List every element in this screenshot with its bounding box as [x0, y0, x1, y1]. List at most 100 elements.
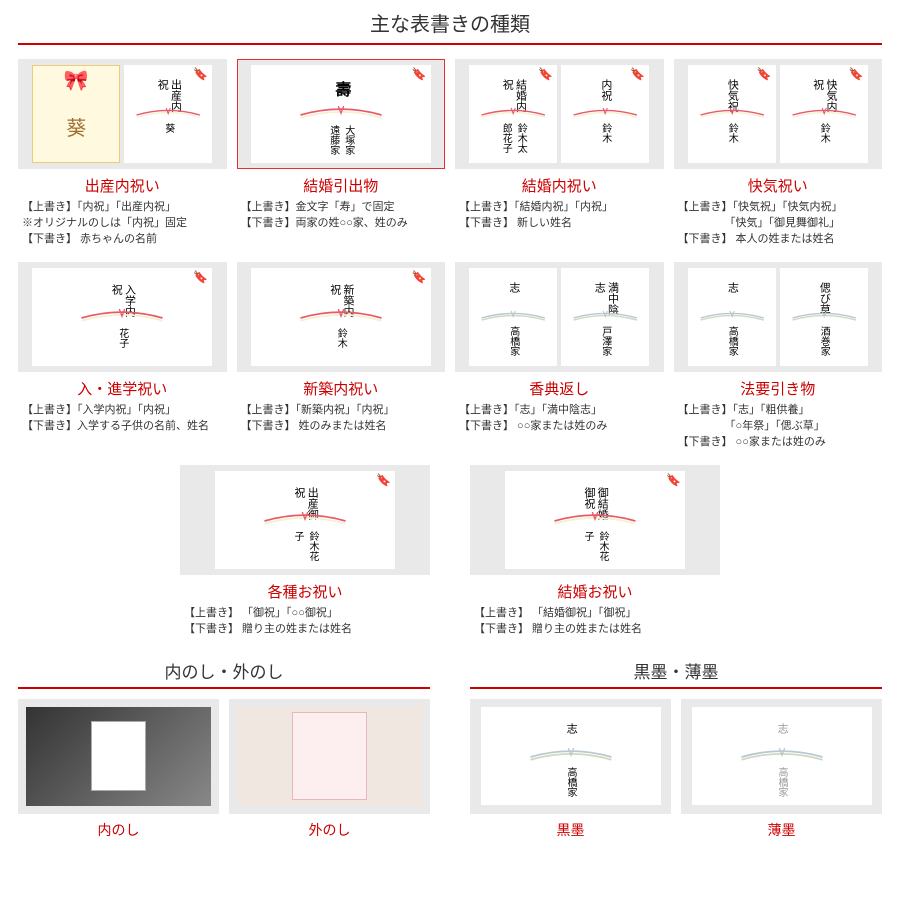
noshi-card-image: 🔖 出産内祝 葵 [18, 59, 227, 169]
noshi-bottom-text: 高橋家 [774, 767, 789, 803]
noshi-card-image: 🔖 新築内祝 鈴木 [237, 262, 446, 372]
noshi-bottom-text: 鈴木花子 [580, 531, 610, 567]
sumi-title: 黒墨・薄墨 [470, 652, 882, 687]
uchi-soto-section: 内のし・外のし 内のし 外のし [18, 652, 430, 840]
noshi-card-title: 各種お祝い [180, 581, 430, 602]
card-desc-line: 【下書き】 新しい姓名 [459, 216, 660, 232]
noshi-card: 志 高橋家 満中陰志 戸澤家 香典返し 【上書き】「志」「満中陰志」【下書き】 … [455, 262, 664, 451]
noshi-card-desc: 【上書き】「志」「満中陰志」【下書き】 ○○家または姓のみ [455, 403, 664, 435]
noshi-top-text: 壽 [331, 81, 350, 119]
noshi-card-image: 🔖 結婚内祝 鈴木太郎花子 🔖 内祝 鈴木 [455, 59, 664, 169]
noshi-top-text: 志 [775, 723, 788, 761]
sumi-label: 黒墨 [470, 820, 671, 840]
noshi-card-desc: 【上書き】「新築内祝」「内祝」【下書き】 姓のみまたは姓名 [237, 403, 446, 435]
noshi-bottom-text: 鈴木 [333, 328, 348, 364]
card-desc-line: 【上書き】金文字「寿」で固定 [241, 200, 442, 216]
main-title: 主な表書きの種類 [0, 0, 900, 43]
soto-noshi-item: 外のし [229, 699, 430, 840]
bottom-sections: 内のし・外のし 内のし 外のし 黒墨・薄墨 志 [0, 652, 900, 850]
noshi-card-desc: 【上書き】「快気祝」「快気内祝」 「快気」「御見舞御礼」【下書き】 本人の姓また… [674, 200, 883, 248]
noshi-ornament-icon: 🔖 [849, 67, 864, 81]
noshi-preview: 🔖 出産御祝 鈴木花子 [215, 471, 395, 569]
noshi-card-title: 出産内祝い [18, 175, 227, 196]
noshi-row-2: 🔖 入学内祝 花子 入・進学祝い 【上書き】「入学内祝」「内祝」【下書き】入学す… [0, 262, 900, 451]
noshi-bottom-text: 酒巻家 [816, 326, 831, 362]
noshi-top-text: 結婚内祝 [500, 79, 526, 117]
noshi-bottom-text: 鈴木 [598, 123, 613, 159]
noshi-bottom-text: 鈴木 [724, 123, 739, 159]
sumi-preview: 志 高橋家 [470, 699, 671, 814]
noshi-card: 🔖 出産内祝 葵 出産内祝い 【上書き】「内祝」「出産内祝」※オリジナルのしは「… [18, 59, 227, 248]
noshi-bottom-text: 鈴木 [816, 123, 831, 159]
noshi-bottom-text: 高橋家 [724, 326, 739, 362]
uchi-noshi-photo [18, 699, 219, 814]
noshi-card-image: 🔖 入学内祝 花子 [18, 262, 227, 372]
noshi-bottom-text: 花子 [115, 328, 130, 364]
noshi-card-title: 結婚引出物 [237, 175, 446, 196]
divider [18, 43, 882, 45]
noshi-card-title: 結婚内祝い [455, 175, 664, 196]
card-desc-line: 【上書き】「快気祝」「快気内祝」 [678, 200, 879, 216]
noshi-special-preview [32, 65, 120, 163]
noshi-preview: 🔖 快気内祝 鈴木 [780, 65, 868, 163]
noshi-top-text: 偲び草 [817, 282, 830, 320]
noshi-preview: 🔖 新築内祝 鈴木 [251, 268, 431, 366]
noshi-preview: 🔖 出産内祝 葵 [124, 65, 212, 163]
noshi-card-desc: 【上書き】「入学内祝」「内祝」【下書き】入学する子供の名前、姓名 [18, 403, 227, 435]
noshi-preview: 🔖 快気祝 鈴木 [688, 65, 776, 163]
card-desc-line: 【上書き】 「御祝」「○○御祝」 [184, 606, 426, 622]
noshi-bottom-text: 葵 [161, 123, 176, 159]
noshi-row-1: 🔖 出産内祝 葵 出産内祝い 【上書き】「内祝」「出産内祝」※オリジナルのしは「… [0, 59, 900, 248]
noshi-bottom-text: 戸澤家 [598, 326, 613, 362]
noshi-preview: 🔖 入学内祝 花子 [32, 268, 212, 366]
noshi-row-3: 🔖 出産御祝 鈴木花子 各種お祝い 【上書き】 「御祝」「○○御祝」【下書き】 … [0, 465, 900, 638]
noshi-top-text: 新築内祝 [328, 284, 354, 322]
card-desc-line: 【下書き】 贈り主の姓または姓名 [184, 622, 426, 638]
noshi-top-text: 出産御祝 [292, 487, 318, 525]
noshi-card: 🔖 結婚内祝 鈴木太郎花子 🔖 内祝 鈴木 結婚内祝い 【上書き】「結婚内祝」「… [455, 59, 664, 248]
noshi-ornament-icon: 🔖 [538, 67, 553, 81]
noshi-preview: 志 高橋家 [692, 707, 872, 805]
card-desc-line: 【上書き】「結婚内祝」「内祝」 [459, 200, 660, 216]
noshi-preview: 偲び草 酒巻家 [780, 268, 868, 366]
noshi-bottom-text: 高橋家 [563, 767, 578, 803]
noshi-card-desc: 【上書き】「志」「粗供養」 「○年祭」「偲ぶ草」【下書き】 ○○家または姓のみ [674, 403, 883, 451]
noshi-ornament-icon: 🔖 [630, 67, 645, 81]
noshi-top-text: 快気内祝 [811, 79, 837, 117]
card-desc-line: 【上書き】「入学内祝」「内祝」 [22, 403, 223, 419]
noshi-top-text: 入学内祝 [109, 284, 135, 322]
noshi-card: 🔖 入学内祝 花子 入・進学祝い 【上書き】「入学内祝」「内祝」【下書き】入学す… [18, 262, 227, 451]
sumi-label: 薄墨 [681, 820, 882, 840]
card-desc-line: 【下書き】 ○○家または姓のみ [678, 435, 879, 451]
noshi-top-text: 御結婚御祝 [582, 487, 608, 525]
noshi-card: 🔖 新築内祝 鈴木 新築内祝い 【上書き】「新築内祝」「内祝」【下書き】 姓のみ… [237, 262, 446, 451]
soto-noshi-label: 外のし [229, 820, 430, 840]
card-desc-line: 「快気」「御見舞御礼」 [678, 216, 879, 232]
card-desc-line: 【下書き】 姓のみまたは姓名 [241, 419, 442, 435]
noshi-card: 志 高橋家 偲び草 酒巻家 法要引き物 【上書き】「志」「粗供養」 「○年祭」「… [674, 262, 883, 451]
noshi-card: 🔖 御結婚御祝 鈴木花子 結婚お祝い 【上書き】 「結婚御祝」「御祝」【下書き】… [470, 465, 720, 638]
noshi-card-desc: 【上書き】 「結婚御祝」「御祝」【下書き】 贈り主の姓または姓名 [470, 606, 720, 638]
uchi-noshi-label: 内のし [18, 820, 219, 840]
noshi-ornament-icon: 🔖 [412, 67, 427, 81]
card-desc-line: 【上書き】 「結婚御祝」「御祝」 [474, 606, 716, 622]
card-desc-line: 【上書き】「新築内祝」「内祝」 [241, 403, 442, 419]
noshi-card-image: 志 高橋家 満中陰志 戸澤家 [455, 262, 664, 372]
card-desc-line: 【下書き】両家の姓○○家、姓のみ [241, 216, 442, 232]
card-desc-line: 【下書き】 本人の姓または姓名 [678, 232, 879, 248]
uchi-noshi-item: 内のし [18, 699, 219, 840]
noshi-card-title: 快気祝い [674, 175, 883, 196]
card-desc-line: 【下書き】 赤ちゃんの名前 [22, 232, 223, 248]
noshi-card-title: 入・進学祝い [18, 378, 227, 399]
noshi-bottom-text: 鈴木太郎花子 [498, 123, 528, 159]
noshi-card: 🔖 快気祝 鈴木 🔖 快気内祝 鈴木 快気祝い 【上書き】「快気祝」「快気内祝」… [674, 59, 883, 248]
noshi-card-desc: 【上書き】「内祝」「出産内祝」※オリジナルのしは「内祝」固定【下書き】 赤ちゃん… [18, 200, 227, 248]
noshi-top-text: 満中陰志 [592, 282, 618, 320]
noshi-preview: 志 高橋家 [688, 268, 776, 366]
soto-noshi-photo [229, 699, 430, 814]
noshi-preview: 🔖 内祝 鈴木 [561, 65, 649, 163]
card-desc-line: 「○年祭」「偲ぶ草」 [678, 419, 879, 435]
noshi-card-desc: 【上書き】 「御祝」「○○御祝」【下書き】 贈り主の姓または姓名 [180, 606, 430, 638]
divider [470, 687, 882, 689]
noshi-card-image: 志 高橋家 偲び草 酒巻家 [674, 262, 883, 372]
